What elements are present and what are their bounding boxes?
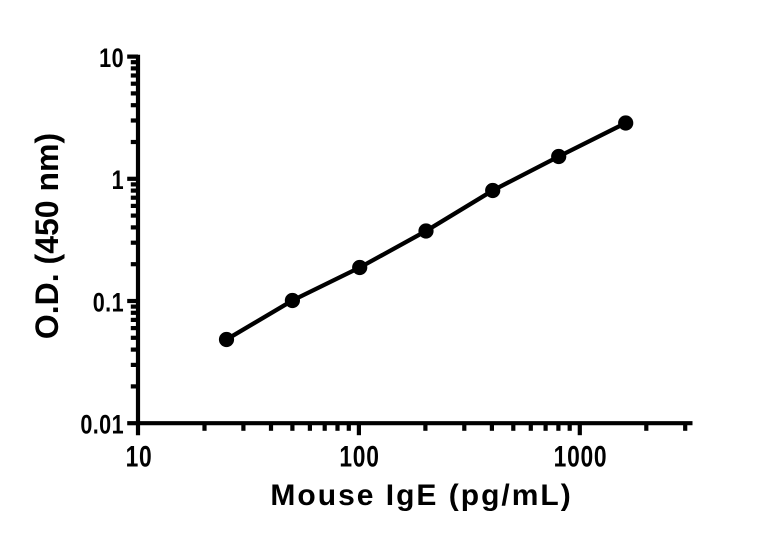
svg-text:100: 100 — [339, 439, 379, 473]
svg-text:0.01: 0.01 — [80, 410, 124, 440]
svg-text:10: 10 — [126, 439, 153, 473]
svg-text:O.D. (450 nm): O.D. (450 nm) — [29, 133, 65, 339]
svg-text:0.1: 0.1 — [93, 288, 124, 318]
svg-text:10: 10 — [99, 44, 124, 74]
svg-text:1000: 1000 — [554, 439, 608, 473]
svg-text:1: 1 — [112, 166, 124, 196]
svg-text:Mouse IgE (pg/mL): Mouse IgE (pg/mL) — [270, 479, 572, 512]
